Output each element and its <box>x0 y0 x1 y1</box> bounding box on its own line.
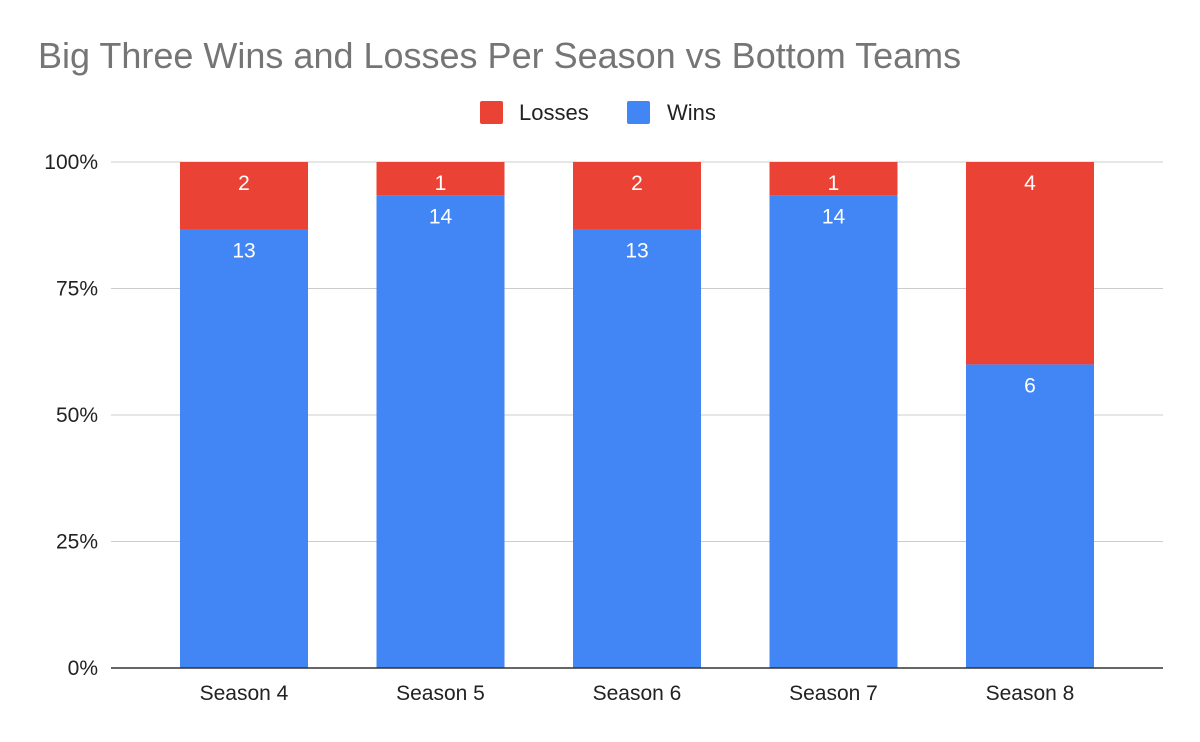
bar-losses <box>966 162 1094 365</box>
legend-item: Losses <box>480 100 589 125</box>
bar-wins <box>769 195 898 668</box>
data-label-wins: 13 <box>625 239 648 262</box>
y-tick-label: 50% <box>56 404 98 427</box>
legend: Losses Wins <box>480 100 716 125</box>
y-tick-label: 75% <box>56 278 98 301</box>
bar-losses <box>180 162 308 230</box>
data-label-wins: 6 <box>1024 374 1036 397</box>
legend-swatch <box>627 101 650 124</box>
data-label-losses: 1 <box>435 172 447 195</box>
y-axis: 0% 25% 50% 75% 100% <box>44 151 98 680</box>
x-tick-label: Season 5 <box>396 682 485 705</box>
bar-losses <box>769 162 898 196</box>
bar-group: 114 <box>376 162 505 668</box>
bar-losses <box>573 162 701 230</box>
legend-swatch <box>480 101 503 124</box>
data-label-wins: 13 <box>232 239 255 262</box>
bar-wins <box>180 229 308 668</box>
bar-losses <box>376 162 505 196</box>
x-tick-label: Season 6 <box>593 682 682 705</box>
data-label-losses: 2 <box>238 172 250 195</box>
legend-item: Wins <box>627 100 716 125</box>
data-label-losses: 1 <box>828 172 840 195</box>
data-label-losses: 2 <box>631 172 643 195</box>
legend-label: Wins <box>667 100 716 125</box>
data-label-wins: 14 <box>429 206 453 229</box>
y-tick-label: 0% <box>68 657 98 680</box>
x-tick-label: Season 4 <box>200 682 289 705</box>
bar-wins <box>966 364 1094 668</box>
data-label-wins: 14 <box>822 206 846 229</box>
x-tick-label: Season 8 <box>986 682 1075 705</box>
bar-wins <box>376 195 505 668</box>
legend-label: Losses <box>519 100 589 125</box>
x-axis: Season 4 Season 5 Season 6 Season 7 Season 8 <box>200 682 1075 705</box>
y-tick-label: 25% <box>56 531 98 554</box>
bar-group: 114 <box>769 162 898 668</box>
bar-group: 2 13 <box>180 162 308 668</box>
x-tick-label: Season 7 <box>789 682 878 705</box>
chart-title: Big Three Wins and Losses Per Season vs … <box>38 35 961 76</box>
data-label-losses: 4 <box>1024 172 1036 195</box>
bar-group: 2 13 <box>573 162 701 668</box>
bar-group: 46 <box>966 162 1094 668</box>
bar-wins <box>573 229 701 668</box>
y-tick-label: 100% <box>44 151 98 174</box>
